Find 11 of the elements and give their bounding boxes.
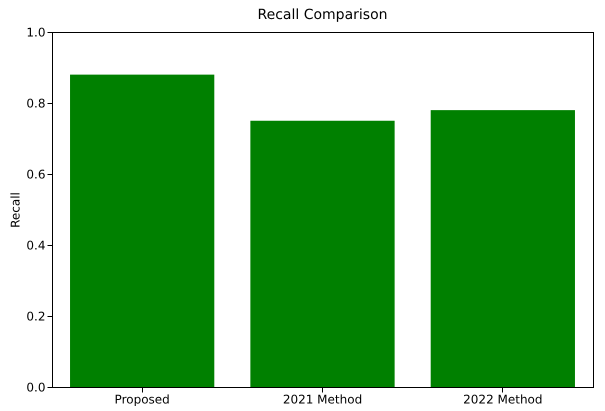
y-tick-label: 0.0 — [26, 380, 46, 394]
y-tick-label: 0.8 — [26, 96, 46, 110]
y-axis-title: Recall — [8, 192, 22, 228]
chart-title: Recall Comparison — [257, 7, 388, 23]
y-tick-label: 0.6 — [26, 168, 46, 182]
y-tick-label: 1.0 — [26, 26, 46, 40]
x-tick-label: Proposed — [114, 392, 170, 406]
x-tick-label: 2022 Method — [463, 392, 543, 406]
y-tick-label: 0.2 — [26, 310, 46, 324]
x-tick-label: 2021 Method — [282, 392, 362, 406]
y-tick-label: 0.4 — [26, 238, 46, 252]
